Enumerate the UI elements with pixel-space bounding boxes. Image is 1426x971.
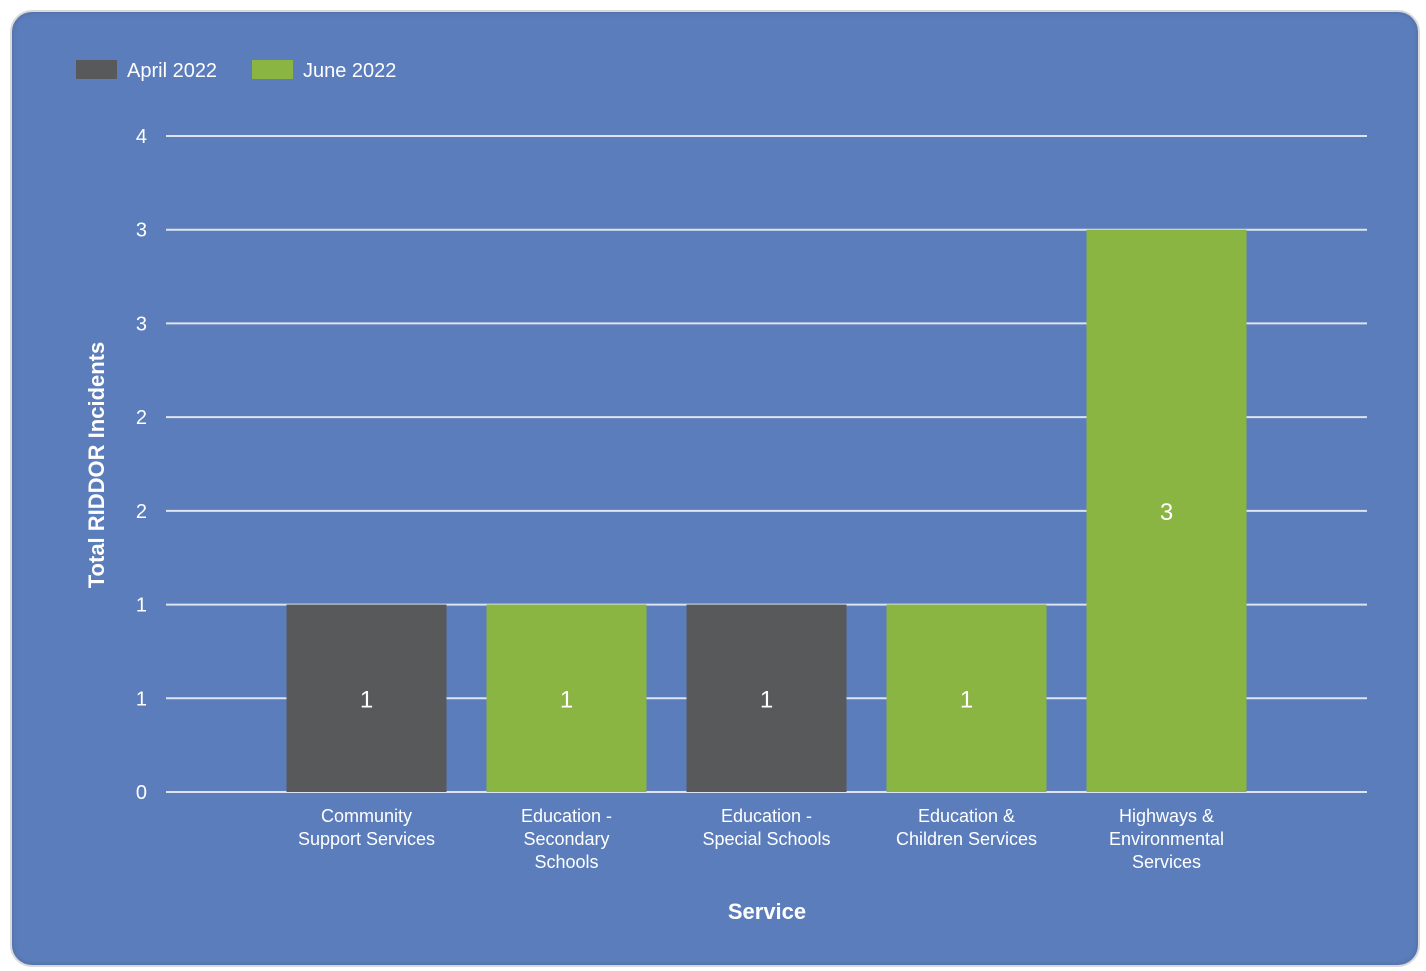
y-axis-ticks: 0 1 1 2 2 3 3 4 bbox=[136, 126, 147, 804]
y-tick-label: 4 bbox=[136, 126, 147, 148]
y-tick-label: 2 bbox=[136, 407, 147, 429]
x-axis-title: Service bbox=[728, 899, 806, 924]
x-tick-label: Education & Children Services bbox=[896, 806, 1037, 849]
legend-label: April 2022 bbox=[127, 60, 217, 82]
y-axis-title: Total RIDDOR Incidents bbox=[84, 342, 109, 589]
x-tick-label: Community Support Services bbox=[298, 806, 435, 849]
x-tick-label: Highways & Environmental Services bbox=[1109, 806, 1224, 872]
y-tick-label: 1 bbox=[136, 688, 147, 710]
y-tick-label: 1 bbox=[136, 595, 147, 617]
data-label: 1 bbox=[760, 686, 773, 713]
legend-swatch bbox=[252, 60, 293, 79]
x-tick-label: Education -Special Schools bbox=[702, 806, 830, 849]
bar bbox=[686, 604, 847, 792]
data-label: 1 bbox=[960, 686, 973, 713]
x-axis-ticks: Community Support Services Education -Seco… bbox=[298, 806, 1224, 872]
data-label: 1 bbox=[360, 686, 373, 713]
legend-label: June 2022 bbox=[303, 60, 396, 82]
y-tick-label: 3 bbox=[136, 220, 147, 242]
y-tick-label: 3 bbox=[136, 313, 147, 335]
bar bbox=[286, 604, 447, 792]
bars: 1 1 1 1 3 bbox=[286, 229, 1247, 792]
bar bbox=[486, 604, 647, 792]
data-label: 1 bbox=[560, 686, 573, 713]
legend-swatch bbox=[76, 60, 117, 79]
legend: April 2022 June 2022 bbox=[76, 60, 396, 82]
data-label: 3 bbox=[1160, 499, 1173, 526]
y-tick-label: 0 bbox=[136, 782, 147, 804]
x-tick-label: Education -Secondary Schools bbox=[521, 806, 612, 872]
y-tick-label: 2 bbox=[136, 501, 147, 523]
bar bbox=[1086, 229, 1247, 792]
bar bbox=[886, 604, 1047, 792]
